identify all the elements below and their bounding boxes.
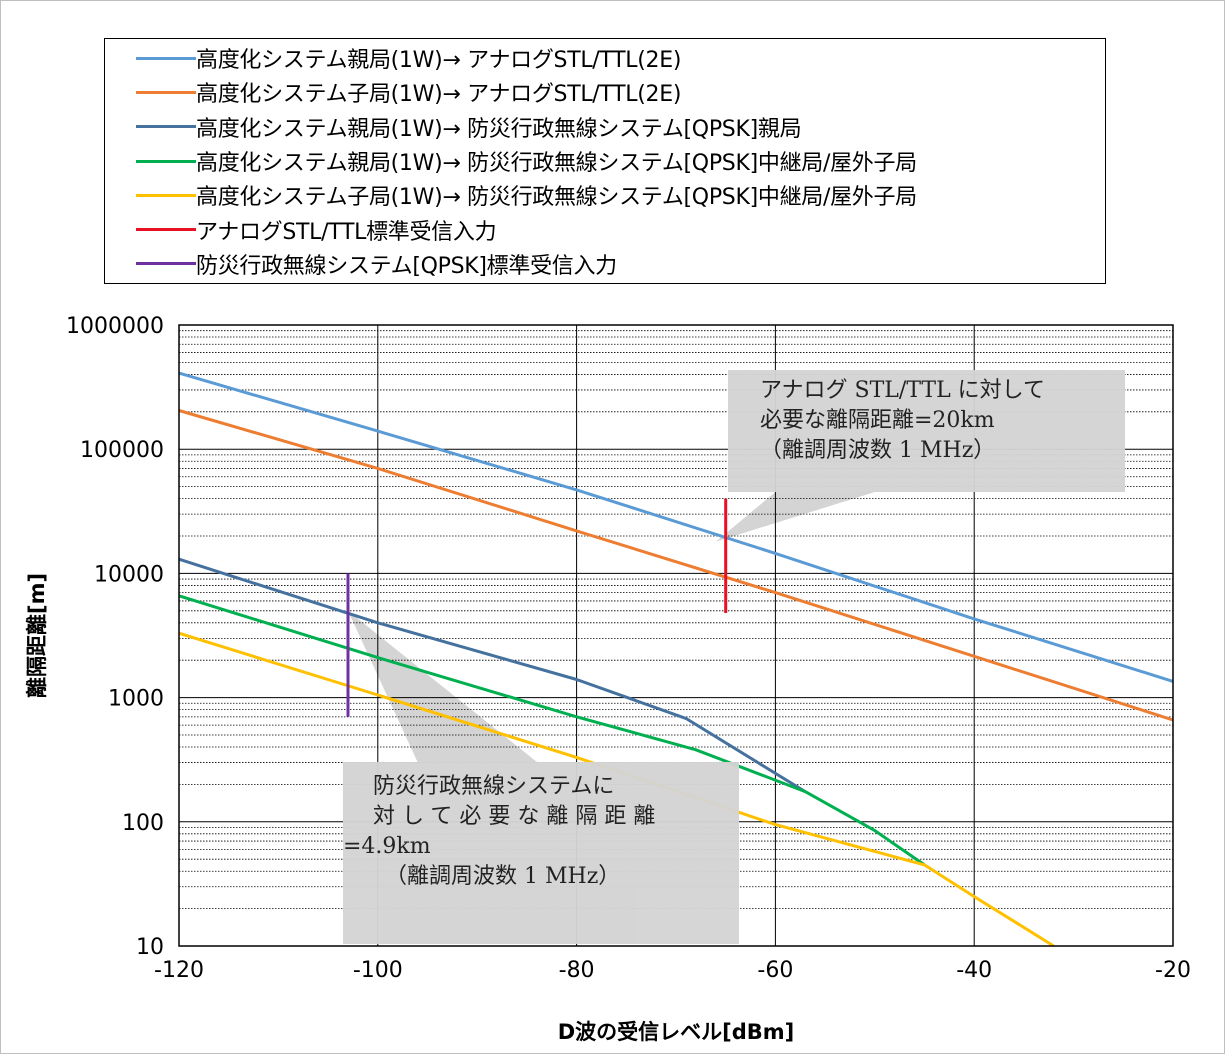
legend-label: 高度化システム子局(1W)→ 防災行政無線システム[QPSK]中継局/屋外子局	[196, 185, 917, 211]
series-line-3	[178, 557, 806, 793]
legend-label: 防災行政無線システム[QPSK]標準受信入力	[196, 253, 617, 279]
x-tick-label: -40	[956, 958, 992, 983]
y-tick-label: 100000	[80, 438, 164, 463]
series-line-1	[178, 371, 1174, 683]
callout-stl-line-1: アナログ STL/TTL に対して	[760, 378, 1046, 403]
chart-series	[178, 371, 1174, 948]
x-tick-label: -20	[1155, 958, 1191, 983]
callout-stl-distance: アナログ STL/TTL に対して 必要な離隔距離=20km （離調周波数 1 …	[728, 370, 1125, 492]
y-tick-label: 1000000	[66, 314, 164, 339]
legend-item: 高度化システム子局(1W)→ アナログSTL/TTL(2E)	[105, 75, 1105, 109]
legend-swatch	[136, 125, 196, 129]
callout-bosai-line-2: 対して必要な離隔距離	[373, 804, 663, 829]
legend-swatch	[136, 159, 196, 163]
legend-swatch	[136, 56, 196, 60]
series-line-2	[178, 409, 1174, 722]
legend-item: 防災行政無線システム[QPSK]標準受信入力	[105, 247, 1105, 281]
callout-bosai-line-1: 防災行政無線システムに	[373, 774, 615, 799]
legend-item: 高度化システム親局(1W)→ アナログSTL/TTL(2E)	[105, 41, 1105, 75]
x-axis-title: D波の受信レベル[dBm]	[558, 1020, 795, 1044]
legend-swatch	[136, 193, 196, 197]
callout-stl-line-3: （離調周波数 1 MHz）	[760, 438, 996, 463]
series-line-5	[178, 631, 1055, 948]
y-axis-title: 離隔距離[m]	[25, 573, 49, 698]
legend-item: アナログSTL/TTL標準受信入力	[105, 212, 1105, 246]
chart-legend: 高度化システム親局(1W)→ アナログSTL/TTL(2E) 高度化システム子局(…	[104, 38, 1106, 284]
y-tick-label: 100	[122, 811, 164, 836]
x-tick-label: -60	[757, 958, 793, 983]
callout-stl-pointer	[715, 492, 875, 542]
series-line-4	[178, 594, 926, 867]
legend-item: 高度化システム親局(1W)→ 防災行政無線システム[QPSK]親局	[105, 110, 1105, 144]
x-tick-label: -100	[353, 958, 403, 983]
legend-label: 高度化システム親局(1W)→ アナログSTL/TTL(2E)	[196, 48, 682, 74]
legend-item: 高度化システム親局(1W)→ 防災行政無線システム[QPSK]中継局/屋外子局	[105, 144, 1105, 178]
y-tick-label: 1000	[108, 687, 164, 712]
legend-swatch	[136, 90, 196, 94]
legend-item: 高度化システム子局(1W)→ 防災行政無線システム[QPSK]中継局/屋外子局	[105, 178, 1105, 212]
callout-pointers	[347, 492, 875, 762]
legend-label: 高度化システム親局(1W)→ 防災行政無線システム[QPSK]親局	[196, 116, 802, 142]
legend-swatch	[136, 228, 196, 232]
tick-labels: -120 -100 -80 -60 -40 -20 10 100 1000 10000 100000…	[66, 314, 1191, 983]
x-tick-label: -120	[154, 958, 204, 983]
y-tick-label: 10	[136, 935, 164, 960]
y-tick-label: 10000	[94, 562, 164, 587]
callout-bosai-pointer	[347, 610, 537, 762]
callout-bosai-line-4: （離調周波数 1 MHz）	[385, 864, 621, 889]
callout-bosai-line-3: =4.9km	[343, 834, 431, 859]
callout-bosai-distance: 防災行政無線システムに 対して必要な離隔距離 =4.9km （離調周波数 1 M…	[343, 762, 739, 944]
x-tick-label: -80	[559, 958, 595, 983]
legend-swatch	[136, 262, 196, 266]
legend-label: アナログSTL/TTL標準受信入力	[196, 219, 497, 245]
plot-area-border	[178, 324, 1174, 947]
legend-label: 高度化システム親局(1W)→ 防災行政無線システム[QPSK]中継局/屋外子局	[196, 151, 917, 177]
callout-stl-line-2: 必要な離隔距離=20km	[760, 408, 995, 433]
legend-label: 高度化システム子局(1W)→ アナログSTL/TTL(2E)	[196, 82, 682, 108]
